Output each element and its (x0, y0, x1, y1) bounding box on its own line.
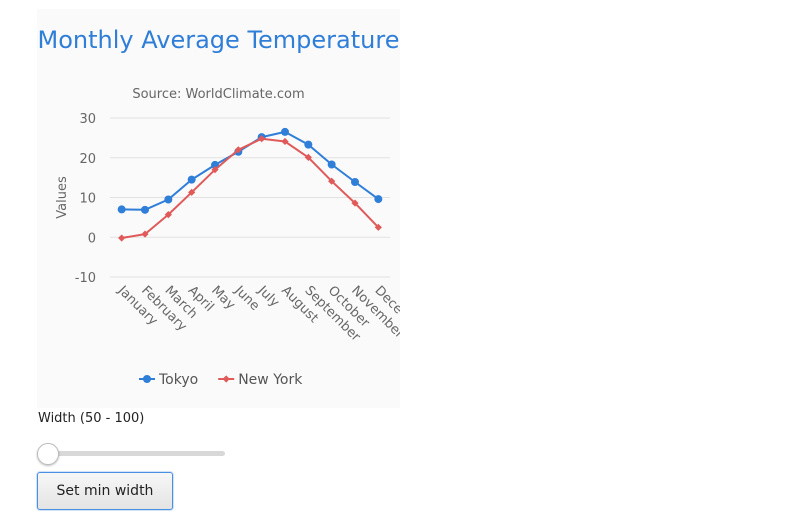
data-point (141, 230, 149, 238)
chart-panel: 30 20 10 0 -10 Values January February March Apri… (37, 9, 400, 408)
data-point (374, 195, 383, 204)
x-tick-label: May (208, 283, 238, 313)
data-point (118, 234, 126, 242)
data-point (117, 205, 126, 214)
legend-label: New York (238, 372, 303, 388)
legend-label: Tokyo (158, 372, 198, 388)
data-point (234, 146, 242, 154)
data-point (281, 137, 289, 146)
data-point (351, 199, 359, 207)
data-point (304, 153, 312, 161)
x-tick-label: June (231, 283, 262, 314)
slider-track[interactable] (37, 451, 225, 456)
data-point (164, 210, 172, 219)
data-point (351, 177, 359, 186)
data-point (187, 175, 196, 184)
y-axis-title: Values (55, 176, 70, 219)
data-point (141, 205, 149, 214)
data-point (211, 166, 219, 174)
y-tick-label: 10 (79, 192, 96, 207)
y-tick-label: 0 (88, 231, 96, 246)
data-point (304, 140, 313, 149)
series-line (121, 137, 380, 239)
data-point (328, 177, 336, 185)
slider-thumb[interactable] (37, 443, 59, 465)
legend-marker (222, 375, 230, 383)
width-slider[interactable] (37, 443, 227, 465)
set-min-width-button[interactable]: Set min width (37, 472, 173, 510)
y-tick-label: 20 (79, 152, 96, 167)
data-point (374, 223, 382, 231)
y-tick-label: 30 (79, 112, 96, 127)
line-chart: 3020100-10ValuesJanuaryFebruaryMarchApri… (55, 112, 400, 388)
data-point (327, 160, 336, 169)
chart-title: Monthly Average Temperature (37, 26, 400, 54)
chart-subtitle: Source: WorldClimate.com (132, 87, 305, 102)
legend-marker (143, 375, 151, 383)
data-point (164, 195, 173, 204)
data-point (281, 127, 289, 136)
y-tick-label: -10 (75, 271, 96, 286)
data-point (188, 188, 196, 196)
width-slider-label: Width (50 - 100) (38, 411, 145, 426)
